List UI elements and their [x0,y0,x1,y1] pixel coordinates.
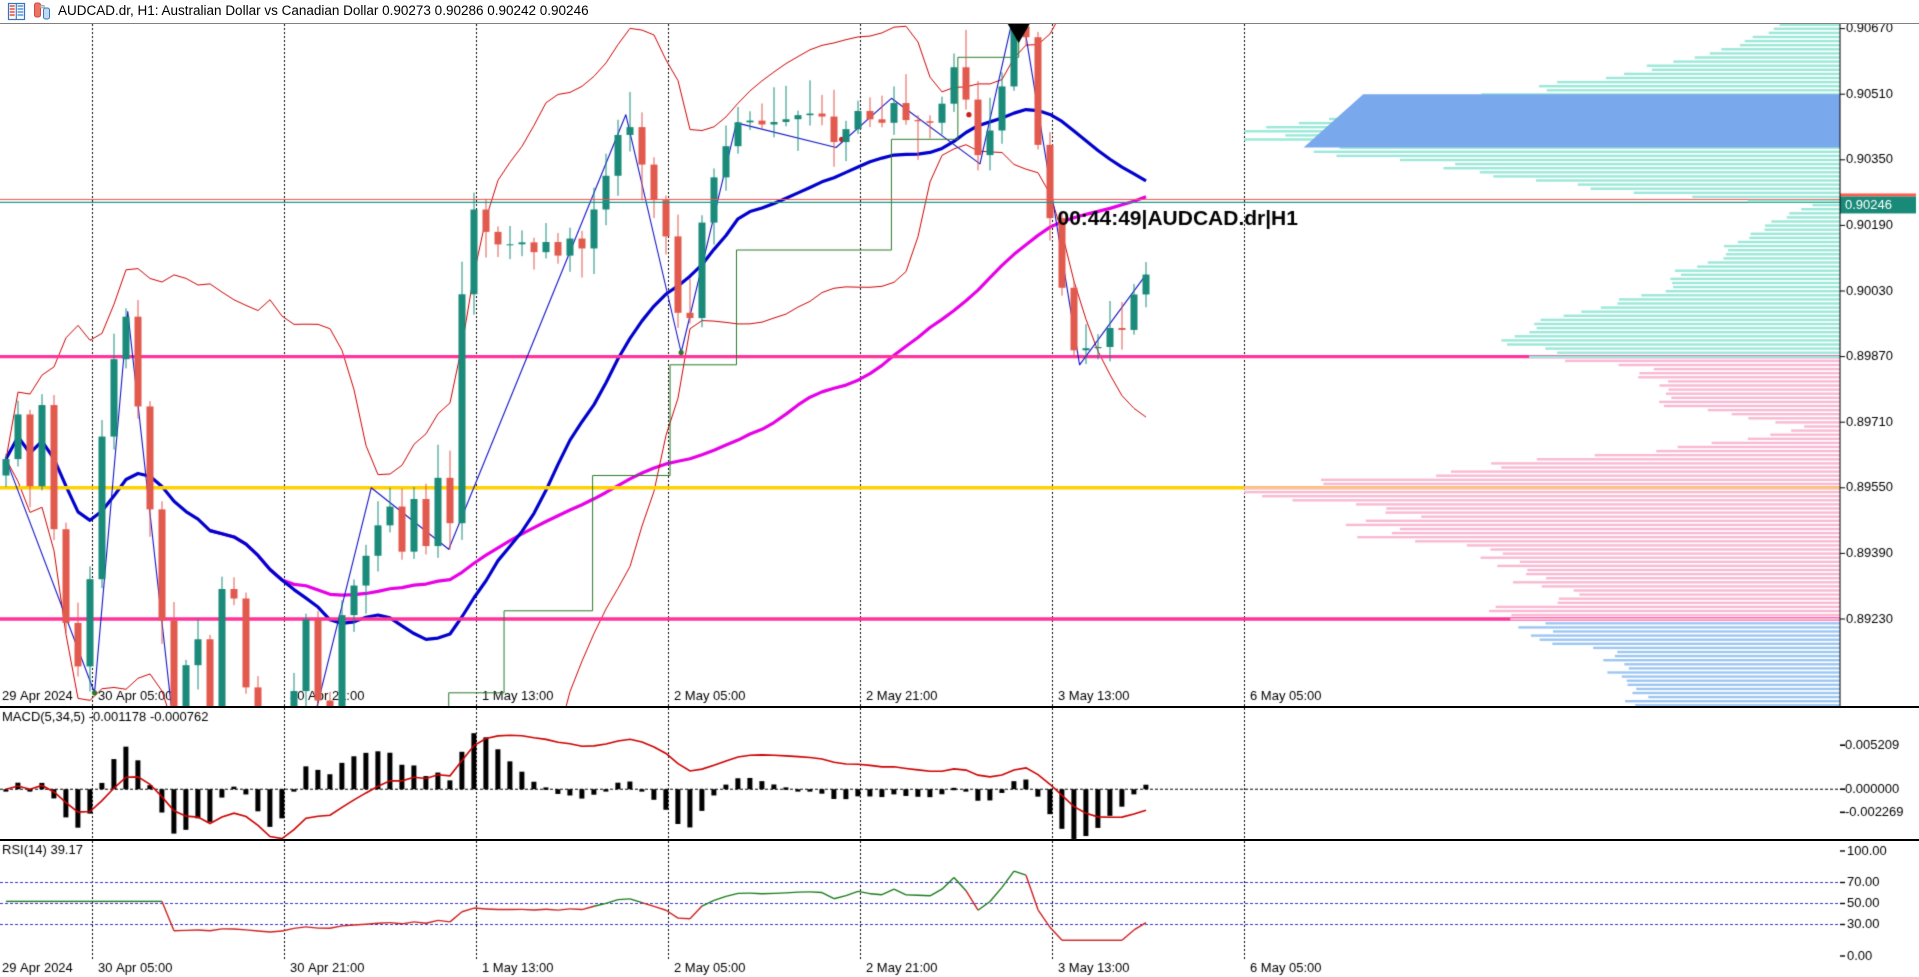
svg-text:AUDCAD.dr, H1: Australian Dol: AUDCAD.dr, H1: Australian Dollar vs Cana… [58,3,589,18]
